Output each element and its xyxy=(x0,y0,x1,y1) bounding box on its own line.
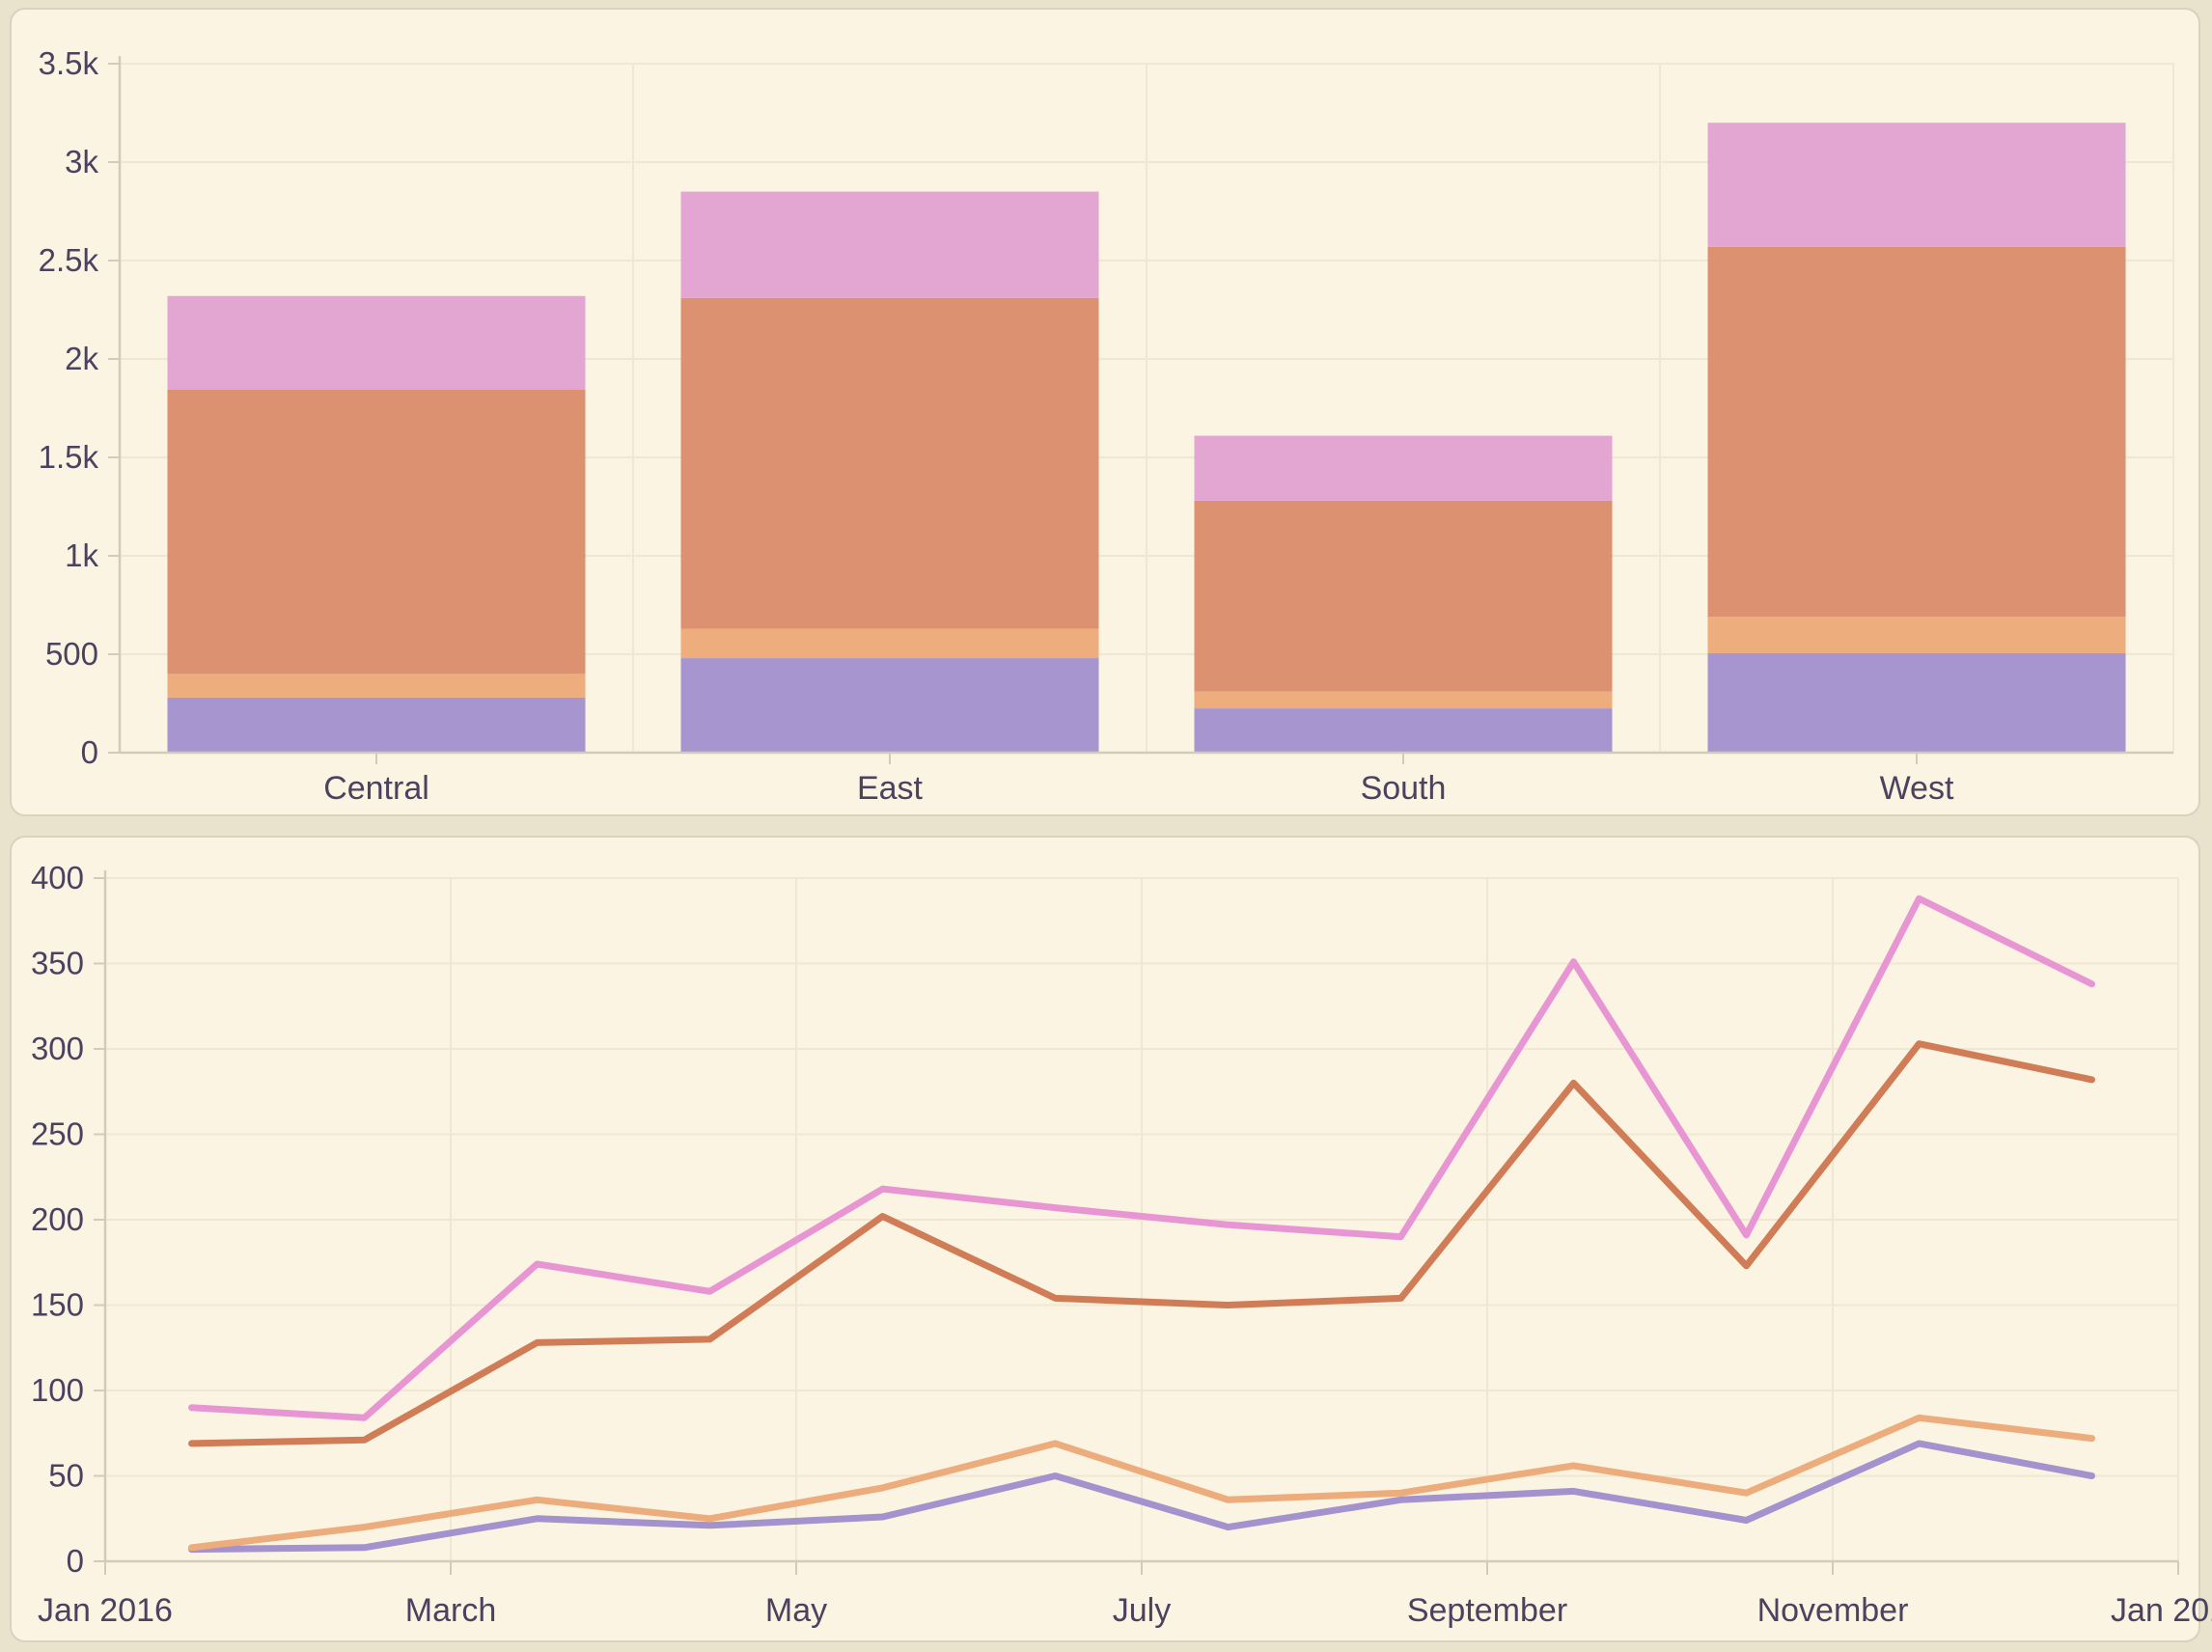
x-axis-label-september: September xyxy=(1407,1592,1567,1629)
bar-segment-salmon-central[interactable] xyxy=(167,389,586,675)
bar-segment-pink-east[interactable] xyxy=(680,191,1099,298)
y-axis-label: 2k xyxy=(65,341,98,376)
line-tan[interactable] xyxy=(188,1414,2095,1552)
y-axis-label: 350 xyxy=(31,946,84,981)
y-axis-label: 0 xyxy=(81,734,98,770)
bar-segment-salmon-south[interactable] xyxy=(1194,500,1613,692)
y-axis-label: 1.5k xyxy=(39,439,99,475)
category-label-east: East xyxy=(857,770,924,807)
bar-segment-pink-central[interactable] xyxy=(167,295,586,390)
line-purple[interactable] xyxy=(188,1440,2095,1554)
category-label-central: Central xyxy=(323,770,429,807)
y-axis-label: 1k xyxy=(65,537,98,573)
y-axis-label: 400 xyxy=(31,860,84,895)
y-axis-label: 3k xyxy=(65,144,98,179)
bar-segment-salmon-east[interactable] xyxy=(680,297,1099,629)
y-axis-label: 50 xyxy=(48,1458,84,1494)
y-axis-label: 3.5k xyxy=(39,45,99,81)
line-orange[interactable] xyxy=(188,1040,2095,1447)
y-axis-label: 150 xyxy=(31,1287,84,1323)
y-axis-label: 0 xyxy=(67,1543,84,1579)
bar-segment-purple-south[interactable] xyxy=(1194,708,1613,753)
line-pink[interactable] xyxy=(188,895,2095,1421)
bar-segment-tan-central[interactable] xyxy=(167,674,586,698)
y-axis-label: 300 xyxy=(31,1031,84,1066)
y-axis-label: 500 xyxy=(45,636,98,672)
y-axis-label: 200 xyxy=(31,1201,84,1237)
bar-segment-purple-west[interactable] xyxy=(1707,652,2126,753)
bar-segment-purple-central[interactable] xyxy=(167,697,586,753)
line-chart-panel: 0 50 100 150 200 250 300 350 400 Jan 2016 March May… xyxy=(10,836,2212,1642)
category-label-south: South xyxy=(1361,770,1447,807)
bar-segment-tan-west[interactable] xyxy=(1707,617,2126,653)
stacked-bar-chart: 0 500 1k 1.5k 2k 2.5k 3k 3.5k Central East South We… xyxy=(39,45,2174,807)
stacked-bar-chart-panel: 0 500 1k 1.5k 2k 2.5k 3k 3.5k Central East South We… xyxy=(10,8,2200,816)
y-axis-label: 250 xyxy=(31,1116,84,1152)
bar-segment-salmon-west[interactable] xyxy=(1707,246,2126,618)
x-axis-label-jan-2016: Jan 2016 xyxy=(38,1592,173,1629)
bar-segment-pink-south[interactable] xyxy=(1194,435,1613,501)
x-axis-label-jan-2017: Jan 2017 xyxy=(2111,1592,2212,1629)
bar-segment-purple-east[interactable] xyxy=(680,658,1099,753)
x-axis-label-may: May xyxy=(765,1592,827,1629)
bar-segment-tan-east[interactable] xyxy=(680,628,1099,659)
x-axis-label-march: March xyxy=(405,1592,496,1629)
bar-segment-pink-west[interactable] xyxy=(1707,123,2126,247)
bar-segment-tan-south[interactable] xyxy=(1194,691,1613,709)
category-label-west: West xyxy=(1880,770,1954,807)
line-chart: 0 50 100 150 200 250 300 350 400 Jan 2016 March May… xyxy=(31,860,2212,1629)
x-axis-label-july: July xyxy=(1113,1592,1171,1629)
y-axis-label: 2.5k xyxy=(39,242,99,278)
x-axis-label-november: November xyxy=(1757,1592,1909,1629)
y-axis-label: 100 xyxy=(31,1372,84,1408)
